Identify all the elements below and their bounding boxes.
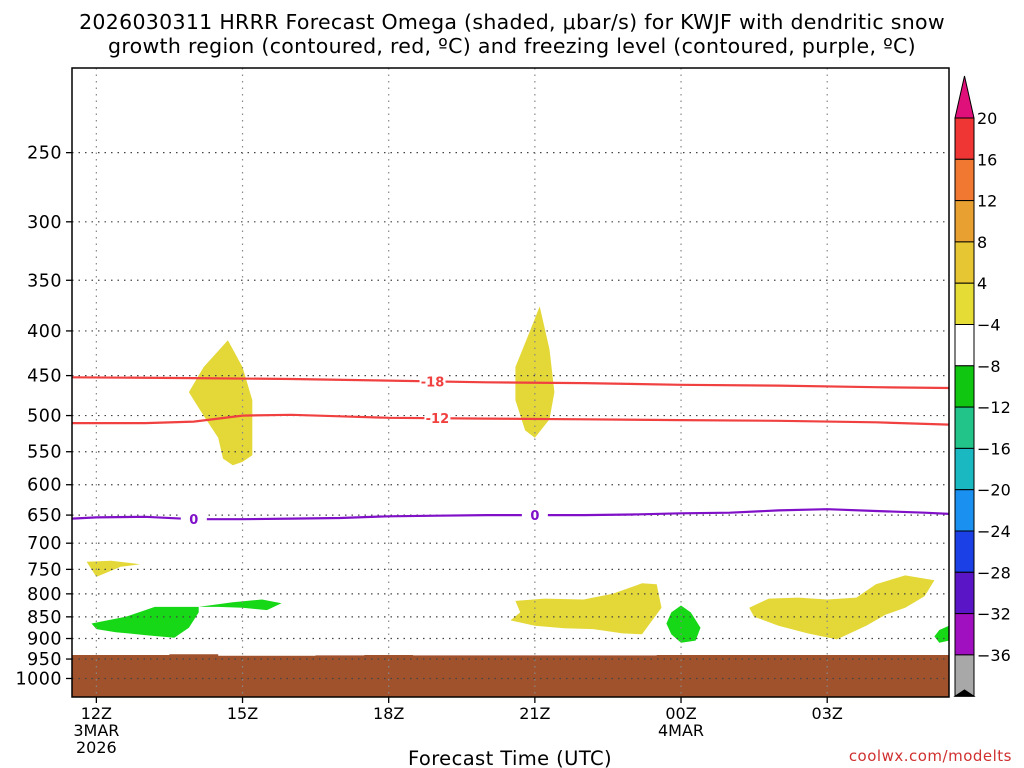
colorbar-segment	[954, 365, 975, 408]
omega-region-positive	[510, 583, 662, 635]
colorbar-segment	[954, 613, 975, 656]
x-tick-year: 2026	[76, 738, 117, 757]
y-tick-label: 600	[27, 476, 62, 496]
x-tick-label: 03Z	[812, 704, 843, 723]
colorbar: 20 16 12 8 4 −4 −8 −12 −16 −20 −24 −28 −32 −36	[953, 75, 1011, 697]
colorbar-label: −20	[977, 481, 1011, 500]
x-tick-date: 4MAR	[658, 721, 704, 740]
y-tick-label: 1000	[15, 669, 62, 689]
x-tick-label: 15Z	[227, 704, 258, 723]
terrain-surface	[72, 654, 949, 697]
y-tick-label: 550	[27, 443, 62, 463]
y-tick-label: 750	[27, 560, 62, 580]
colorbar-bottom-arrow	[953, 689, 976, 697]
y-tick-label: 700	[27, 534, 62, 554]
colorbar-segment	[954, 117, 975, 160]
colorbar-top-arrow	[954, 75, 975, 119]
colorbar-label: 8	[977, 233, 987, 252]
omega-region-positive	[188, 340, 253, 466]
plot-area: -18 -12 0 0	[71, 67, 950, 698]
chart-title-line2: growth region (contoured, red, ºC) and f…	[108, 34, 916, 58]
dendritic-line	[72, 376, 949, 390]
contour-label-background	[521, 507, 548, 524]
y-tick-label: 650	[27, 506, 62, 526]
colorbar-segment	[954, 489, 975, 532]
chart-title-line1: 2026030311 HRRR Forecast Omega (shaded, …	[79, 10, 945, 34]
colorbar-segment	[954, 200, 975, 243]
colorbar-label: −8	[977, 357, 1001, 376]
y-tick-label: 300	[27, 213, 62, 233]
contour-label: 0	[189, 513, 198, 528]
colorbar-label: −36	[977, 646, 1011, 665]
x-tick-label: 21Z	[519, 704, 550, 723]
y-tick-label: 850	[27, 608, 62, 628]
contour-label-background	[419, 373, 446, 390]
omega-region-negative	[666, 605, 701, 643]
y-tick-label: 350	[27, 271, 62, 291]
contour-label-background	[424, 410, 451, 427]
y-tick-label: 450	[27, 367, 62, 387]
y-tick-label: 900	[27, 630, 62, 650]
colorbar-segment	[954, 324, 975, 367]
y-tick-label: 500	[27, 407, 62, 427]
colorbar-segment	[954, 447, 975, 491]
credit-text: coolwx.com/modelts	[848, 747, 1012, 765]
colorbar-segment	[954, 571, 975, 615]
y-tick-label: 800	[27, 585, 62, 605]
colorbar-label: −16	[977, 439, 1011, 458]
colorbar-label: −28	[977, 563, 1011, 582]
contour-label: -18	[421, 375, 445, 390]
colorbar-segment	[954, 406, 975, 449]
colorbar-label: 20	[977, 109, 997, 128]
contour-label: 0	[530, 509, 539, 524]
omega-region-positive	[515, 306, 555, 438]
y-tick-label: 250	[27, 144, 62, 164]
dendritic-line	[72, 413, 949, 426]
x-tick-label: 00Z	[665, 704, 696, 723]
x-axis-label: Forecast Time (UTC)	[408, 747, 612, 768]
colorbar-label: 16	[977, 150, 997, 169]
contour-label: -12	[426, 412, 450, 427]
colorbar-label: −4	[977, 316, 1001, 335]
plot-frame	[71, 67, 950, 698]
colorbar-segment	[954, 282, 975, 326]
omega-region-negative	[91, 606, 199, 638]
colorbar-segment	[954, 530, 975, 573]
omega-region-positive	[749, 575, 935, 640]
contour-label-background	[180, 511, 207, 528]
x-tick-label: 18Z	[373, 704, 404, 723]
omega-region-negative	[934, 625, 949, 643]
y-tick-label: 950	[27, 650, 62, 670]
colorbar-segment	[954, 158, 975, 202]
x-tick-label: 12Z	[81, 704, 112, 723]
colorbar-label: −32	[977, 605, 1011, 624]
colorbar-label: 4	[977, 274, 987, 293]
colorbar-label: −12	[977, 398, 1011, 417]
colorbar-label: −24	[977, 522, 1011, 541]
x-tick-date: 3MAR	[73, 721, 119, 740]
y-tick-label: 400	[27, 322, 62, 342]
omega-region-negative	[198, 599, 282, 611]
omega-region-positive	[86, 560, 141, 577]
colorbar-segment	[954, 241, 975, 284]
colorbar-label: 12	[977, 192, 997, 211]
